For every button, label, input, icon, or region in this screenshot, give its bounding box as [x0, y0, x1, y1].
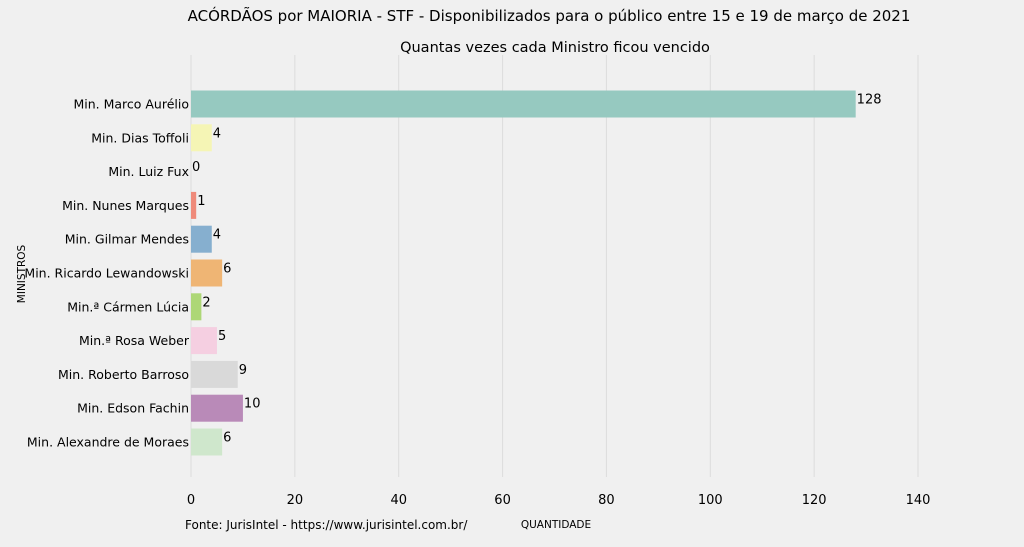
data-label: 9: [239, 363, 247, 378]
data-label: 5: [218, 329, 226, 344]
gridlines: [190, 55, 919, 477]
category-label: Min. Gilmar Mendes: [65, 232, 189, 247]
x-tick-label: 80: [598, 493, 615, 508]
data-label: 6: [223, 431, 231, 446]
bars: [191, 90, 856, 456]
data-label: 4: [213, 126, 221, 141]
chart-title: ACÓRDÃOS por MAIORIA - STF - Disponibili…: [188, 6, 911, 25]
category-label: Min. Roberto Barroso: [58, 367, 189, 382]
category-label: Min. Edson Fachin: [77, 401, 189, 416]
x-tick-label: 100: [698, 493, 723, 508]
category-label: Min. Alexandre de Moraes: [27, 435, 189, 450]
category-label: Min. Luiz Fux: [108, 164, 189, 179]
category-label: Min.ª Cármen Lúcia: [67, 299, 189, 314]
value-labels: 128 4 0 1 4 6 2 5 9 10 6: [192, 93, 882, 446]
data-label: 1: [197, 194, 205, 209]
bar: [191, 191, 197, 219]
bar: [191, 225, 212, 253]
category-label: Min. Ricardo Lewandowski: [24, 266, 189, 281]
x-tick-labels: 0 20 40 60 80 100 120 140: [187, 493, 931, 508]
x-tick-label: 40: [390, 493, 407, 508]
data-label: 6: [223, 262, 231, 277]
data-label: 2: [202, 295, 210, 310]
bar: [191, 90, 856, 118]
x-tick-label: 120: [802, 493, 827, 508]
bar: [191, 360, 238, 388]
y-axis-label: MINISTROS: [16, 244, 28, 303]
data-label: 128: [857, 93, 882, 108]
bar: [191, 394, 243, 422]
bar: [191, 327, 217, 355]
data-label: 10: [244, 397, 261, 412]
x-tick-label: 60: [494, 493, 511, 508]
bar: [191, 124, 212, 152]
x-tick-label: 140: [906, 493, 931, 508]
category-label: Min. Dias Toffoli: [91, 130, 189, 145]
x-axis-label: QUANTIDADE: [521, 519, 591, 531]
bar: [191, 259, 223, 287]
bar: [191, 428, 223, 456]
bar: [191, 293, 202, 321]
data-label: 4: [213, 228, 221, 243]
category-labels: Min. Marco Aurélio Min. Dias Toffoli Min. …: [24, 97, 189, 450]
data-label: 0: [192, 160, 200, 175]
x-tick-label: 20: [287, 493, 304, 508]
category-label: Min. Nunes Marques: [62, 198, 189, 213]
source-note: Fonte: JurisIntel - https://www.jurisint…: [185, 518, 468, 532]
chart-subtitle: Quantas vezes cada Ministro ficou vencid…: [400, 40, 710, 56]
category-label: Min.ª Rosa Weber: [79, 333, 190, 348]
category-label: Min. Marco Aurélio: [73, 97, 189, 112]
x-tick-label: 0: [187, 493, 195, 508]
